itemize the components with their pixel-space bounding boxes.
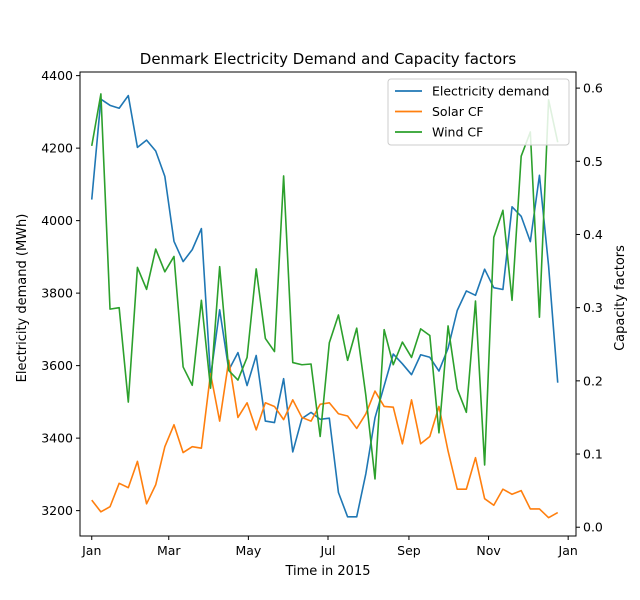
left-y-tick-label: 3600 [41, 358, 73, 373]
x-tick-label: Jan [81, 543, 101, 558]
right-y-tick-label: 0.4 [583, 227, 603, 242]
x-tick-label: May [235, 543, 261, 558]
series-line-wind-cf [90, 93, 559, 480]
left-y-tick-label: 4400 [41, 68, 73, 83]
chart-title: Denmark Electricity Demand and Capacity … [140, 50, 517, 68]
left-y-tick-label: 3800 [41, 286, 73, 301]
legend: Electricity demand Solar CF Wind CF [387, 78, 570, 146]
right-y-tick-label: 0.5 [583, 154, 603, 169]
legend-entry: Wind CF [432, 125, 483, 140]
legend-entry: Electricity demand [432, 84, 549, 99]
left-y-tick-label: 3400 [41, 431, 73, 446]
x-axis-label: Time in 2015 [284, 564, 370, 579]
x-tick-label: Sep [397, 543, 421, 558]
right-y-axis-label: Capacity factors [613, 245, 628, 351]
x-tick-label: Jan [558, 543, 578, 558]
right-y-tick-label: 0.2 [583, 373, 603, 388]
left-y-tick-label: 4000 [41, 213, 73, 228]
series-line-solar-cf [91, 359, 559, 519]
right-y-tick-label: 0.1 [583, 447, 603, 462]
x-tick-label: Nov [476, 543, 501, 558]
legend-entry: Solar CF [432, 104, 484, 119]
left-y-axis-label: Electricity demand (MWh) [15, 214, 30, 383]
plot-area [90, 93, 559, 519]
x-tick-label: Mar [157, 543, 181, 558]
series-line-electricity-demand [90, 94, 559, 518]
right-y-tick-label: 0.3 [583, 300, 603, 315]
legend-box [387, 78, 570, 146]
left-y-tick-label: 3200 [41, 503, 73, 518]
x-tick-label: Jul [319, 543, 335, 558]
right-y-tick-label: 0.0 [583, 520, 603, 535]
left-y-tick-label: 4200 [41, 141, 73, 156]
axes: Jan Mar May Jul Sep Nov Jan 3200 3400 3600 3800 400… [41, 68, 603, 558]
right-y-tick-label: 0.6 [583, 81, 603, 96]
